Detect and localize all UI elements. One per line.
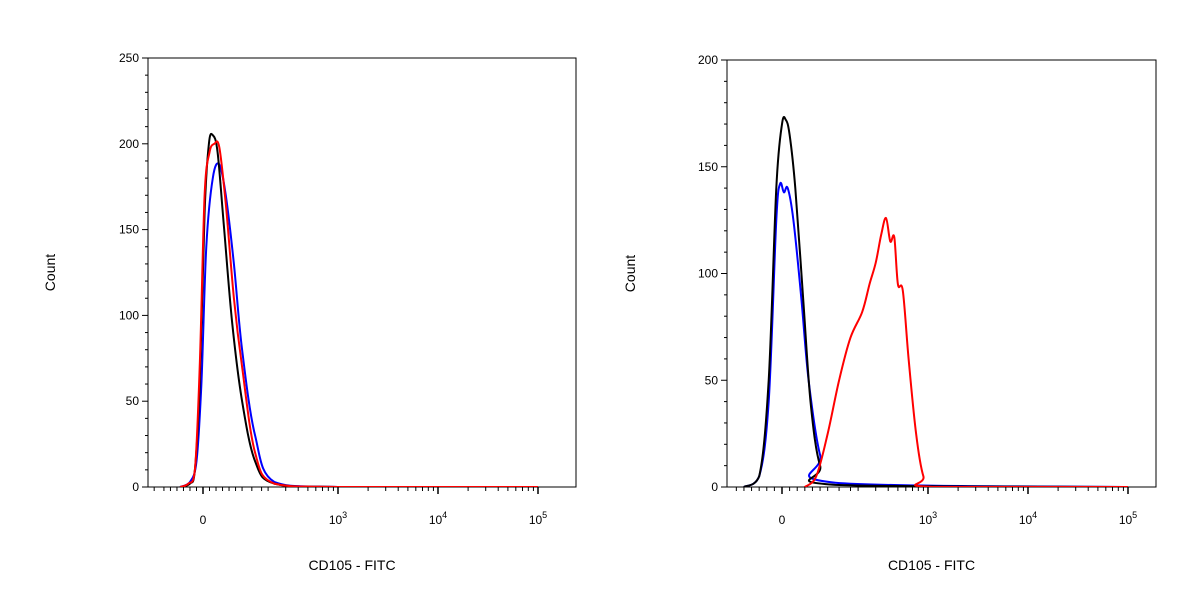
- plot-frame: [726, 59, 1157, 488]
- y-tick-label: 50: [705, 373, 719, 387]
- y-tick-label: 100: [119, 308, 139, 322]
- x-tick-label: 105: [529, 510, 547, 527]
- y-axis-title: Count: [622, 255, 638, 292]
- x-tick-label-base: 0: [779, 513, 786, 527]
- x-tick-label-base: 0: [200, 513, 207, 527]
- x-tick-label-base: 10: [429, 513, 443, 527]
- x-tick-label: 103: [919, 510, 937, 527]
- y-tick-label: 150: [119, 223, 139, 237]
- series-line-2: [743, 116, 1129, 487]
- y-tick-label: 0: [132, 480, 139, 494]
- y-tick-label: 150: [698, 160, 718, 174]
- series-line-3: [179, 140, 538, 487]
- x-tick-label: 104: [429, 510, 447, 527]
- plot-frame: [147, 57, 577, 488]
- x-tick-label-base: 10: [1119, 513, 1133, 527]
- x-tick-label-exponent: 3: [342, 510, 347, 520]
- x-tick-label: 0: [200, 513, 207, 527]
- series-line-1: [179, 162, 538, 487]
- series-line-2: [179, 132, 538, 487]
- series-line-3: [804, 216, 1128, 487]
- x-tick-label-exponent: 4: [1032, 510, 1037, 520]
- y-tick-label: 200: [698, 53, 718, 67]
- y-tick-label: 0: [711, 480, 718, 494]
- y-tick-label: 200: [119, 137, 139, 151]
- x-tick-label-base: 10: [529, 513, 543, 527]
- y-axis-title: Count: [42, 254, 58, 291]
- y-tick-label: 100: [698, 267, 718, 281]
- x-tick-label-exponent: 5: [542, 510, 547, 520]
- y-tick-label: 50: [126, 394, 140, 408]
- x-tick-label-base: 10: [1019, 513, 1033, 527]
- x-tick-label: 104: [1019, 510, 1037, 527]
- x-axis-title: CD105 - FITC: [308, 557, 395, 573]
- x-tick-label: 103: [329, 510, 347, 527]
- series-line-1: [743, 181, 1129, 487]
- x-tick-label-exponent: 5: [1132, 510, 1137, 520]
- y-tick-label: 250: [119, 51, 139, 65]
- x-tick-label-base: 10: [329, 513, 343, 527]
- x-tick-label: 0: [779, 513, 786, 527]
- x-axis-title: CD105 - FITC: [888, 557, 975, 573]
- x-tick-label-base: 10: [919, 513, 933, 527]
- x-tick-label-exponent: 4: [442, 510, 447, 520]
- x-tick-label-exponent: 3: [932, 510, 937, 520]
- x-tick-label: 105: [1119, 510, 1137, 527]
